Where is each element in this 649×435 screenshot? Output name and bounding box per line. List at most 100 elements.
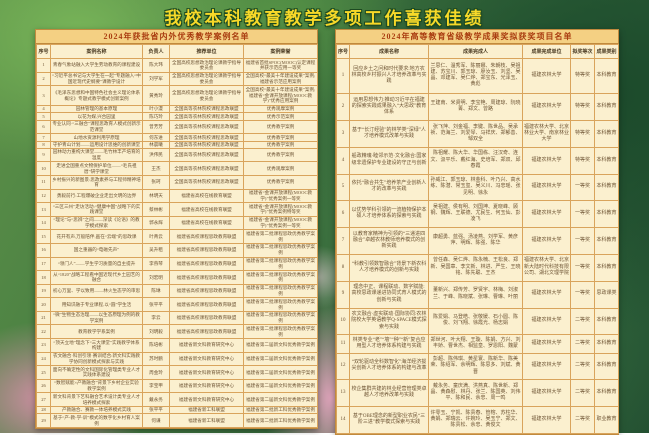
table-cell: 福建省第二批课程思政优秀教学案例 [243, 324, 318, 339]
table-cell: 5 [336, 173, 350, 202]
table-cell: 一等奖 [570, 227, 595, 255]
table-row: 9 理念中正、课程联动、数字赋能:高校思政课递进协同式育人模式的创新与实践 董新兴、… [336, 280, 619, 309]
table-cell: 5 [36, 112, 51, 121]
table-cell: 基于OBE理念的新型职业农民“三阶三进”教学模式探索与实践 [349, 406, 429, 434]
table-cell: 福建农林大学 [522, 334, 571, 354]
table-cell: 兰思仁、温秀军、陈丽娜、朱朝枝、吴祖建、苏宝川、郭玉琼、廖汝玉、刘坚、吴晶、邓建… [428, 57, 523, 95]
table-cell: 福建农林大学 [522, 200, 571, 229]
left-table: 序号 案例名称 负责人 推荐单位 案例荣誉 1 青春气象站融入大学生劳动教育的课程建设 陈大… [36, 44, 318, 428]
table-cell: 张平平 [142, 297, 170, 312]
column-header: 案例荣誉 [243, 44, 318, 59]
table-cell: 福建省新工科联盟 [169, 413, 244, 428]
table-cell: 优秀教学案例 [243, 147, 318, 163]
table-cell: 福建省“金课开放课程(MOOC教学)”优秀案例一等奖 [243, 188, 318, 204]
table-cell: 福建省第二届新文科优秀教学案例 [243, 378, 318, 394]
table-row: 17 “领门人”——学生学习质量的自主提升 李燕琴 福建省高校课程思政教育联盟 福建省第… [36, 256, 318, 272]
table-cell: 福建省第二批新工科优秀教学案例 [243, 413, 318, 428]
table-cell: 优秀观摩案例 [243, 104, 318, 114]
table-cell: 20 [36, 297, 51, 312]
table-cell: 蔡林彬 [142, 202, 170, 217]
table-row: 10 走进全国重点文物保护单位——“毛氏祖厝”研学课堂 王杰 全国高等农林院校课程思政… [36, 161, 318, 177]
table-cell: 优秀观摩案例 [243, 161, 318, 177]
table-cell: 福建农林大学 [522, 146, 571, 175]
table-cell: 郭永辉 [142, 215, 170, 231]
table-cell: 全国高等农林院校课程思政联盟 [169, 119, 244, 135]
table-cell: 叶小漫 [142, 104, 170, 114]
table-row: 6 专业认同·“三融合”课程思政育人模式创新示范课堂 曾芳芳 全国高等农林院校课程思政… [36, 119, 318, 135]
table-cell: 以优势学科引领的一流植物保护本硕人才培养体系的探索与实践 [349, 200, 429, 229]
table-cell: 农文融合·虚实联动·国际协同:农林院校大学英语教学Q-SPACE模式探索与实践 [349, 307, 429, 336]
table-cell: “领门人”——学生学习质量的自主提升 [50, 256, 143, 272]
table-cell: 福建省高校课程思政教育联盟 [169, 256, 244, 272]
table-cell: 本科教育 [594, 334, 619, 354]
table-cell: 康超勇、蓝强、汤凌燕、刘学军、黄彦萍、明辉、陈强、陈华 [428, 227, 523, 255]
table-cell: 戴永务、童庆满、洪燕真、陈世新、郑晶、黄森慰、林丹、张兰、陈国英、刘伟平、陈和民… [428, 379, 523, 408]
column-header: 拟奖等次 [570, 44, 595, 59]
column-header: 序号 [36, 44, 51, 59]
table-row: 1 回应乡土之问和时代要求:地方农林高校乡村振兴人才培养改革与实践 兰思仁、温秀军、… [336, 57, 619, 95]
table-cell: 16 [36, 242, 51, 258]
table-cell: 校企集群共建的林业经营管理类卓越人才培养改革与实践 [349, 379, 429, 408]
table-cell: 7 [36, 133, 51, 142]
table-cell: 陈大玮 [142, 58, 170, 73]
table-cell: 福建省第二届新文科优秀教学案例 [243, 337, 318, 353]
table-cell: 乡村振兴的新图景:思政素养与工程师精神培育 [50, 175, 143, 190]
column-header: 成果完成单位 [522, 44, 571, 59]
table-cell: “三区三州”走访活动:“健康中国”战略下的实践课堂 [50, 202, 143, 217]
column-header: 案例名称 [50, 44, 143, 59]
table-row: 4 园林管理的基本原理 叶小漫 全国高等农林院校课程思政联盟 优秀观摩案例 [36, 104, 318, 114]
column-header: 负责人 [142, 44, 170, 59]
table-cell: 专业认同·“三融合”课程思政育人模式创新示范课堂 [50, 119, 143, 135]
table-cell: 17 [36, 256, 51, 272]
table-cell: “微”生物生态治理——以生态原理为例的教学案例 [50, 310, 143, 326]
table-cell: 28 [36, 405, 51, 415]
table-cell: 福建省高校在线教育联盟 [169, 215, 244, 231]
table-cell: 11 [36, 175, 51, 190]
table-cell: 董新兴、郑传芳、罗贤宇、林梅、刘淑兰、于峰、陈晓斌、张琳、曹琳、叶丽 [428, 280, 523, 309]
table-row: 5 以花为媒,兴合园里 陈巧玲 全国高等农林院校课程思政联盟 优秀示范案例 [36, 112, 318, 121]
table-cell: 福建省高校课程思政教育联盟 [169, 310, 244, 326]
table-row: 13 校企集群共建的林业经营管理类卓越人才培养改革与实践 戴永务、童庆满、洪燕真、陈… [336, 379, 619, 408]
table-cell: 曾任森、吴仁烨、陈永楠、王松良、郑新、吴国章、李文新、林进、严生、王晓铭、陈先聪… [428, 253, 523, 282]
table-cell: 11 [336, 334, 350, 354]
table-cell: 林明天 [142, 188, 170, 204]
table-cell: 张飞萍、刘金福、李键、陈世品、吴承祯、范海兰、刘爱琴、马祥庆、郑郁善、邹双全 [428, 120, 523, 148]
table-cell: 本科教育 [594, 352, 619, 381]
table-cell: 陈琳 [142, 283, 170, 299]
table-cell: 3 [336, 120, 350, 148]
table-cell: 林类专业“老”“墙”“种”“新”复合应用型人才培养体系构建与实践 [349, 334, 429, 354]
table-cell: 福建省第二批新工科优秀教学案例 [243, 405, 318, 415]
table-cell: 新文科背景下艺科融合艺术设计类专业人才培养模式探索 [50, 392, 143, 407]
table-cell: 船政精魂·睦邻示范·文化融合:国家级非遗保护专业建设的守正与创新 [349, 146, 429, 175]
table-row: 24 农文融合·科创引领·赛训结合:新文科实践教学协同创新模式探索与实践 苏时鹏 福建… [36, 351, 318, 367]
table-row: 27 新文科背景下艺科融合艺术设计类专业人才培养模式探索 戴永务 福建省新文科教育研究… [36, 392, 318, 407]
table-cell: 27 [36, 392, 51, 407]
table-cell: 农文融合·科创引领·赛训结合:新文科实践教学协同创新模式探索与实践 [50, 351, 143, 367]
table-row: 14 “理论”与“思辨”之间——深读《论语》的教学模式探索 郭永辉 福建省高校在线教育… [36, 215, 318, 231]
table-cell: 1 [36, 58, 51, 73]
left-table-panel: 2024年获批省内外优秀教学案例名单 序号 案例名称 负责人 推荐单位 案例荣誉 1 青春… [35, 29, 318, 429]
left-table-header-row: 序号 案例名称 负责人 推荐单位 案例荣誉 [36, 44, 318, 59]
column-header: 推荐单位 [169, 44, 244, 59]
table-cell: 苏时鹏 [142, 351, 170, 367]
table-cell: 吴升租 [142, 242, 170, 258]
table-cell: 全国高等农林院校课程思政联盟 [169, 104, 244, 114]
table-cell: 曾芳芳 [142, 119, 170, 135]
table-cell: 全国高等农林院校课程思政联盟 [169, 147, 244, 163]
table-cell: 福建农林大学 [522, 379, 571, 408]
table-cell: 福建省高校在线教育联盟 [169, 202, 244, 217]
table-cell: 福建省高校课程思政教育联盟 [169, 297, 244, 312]
table-cell: 面向不确定性的文科国际化管理类专业人才实践体系建设 [50, 365, 143, 380]
column-header: 成果类别 [594, 44, 619, 59]
table-cell: 福建省新文科教育研究中心 [169, 337, 244, 353]
table-cell: 李云 [142, 310, 170, 326]
table-row: 12 勇毅前行:工程爆破企业走出文明的边界 林明天 福建省高校在线教育联盟 福建省“金课… [36, 188, 318, 204]
table-cell: 10 [336, 307, 350, 336]
table-cell: 二等奖 [570, 334, 595, 354]
table-cell: 刘宏明 [142, 270, 170, 285]
table-cell: 4 [36, 104, 51, 114]
table-cell: 陈培彬 [142, 337, 170, 353]
table-cell: “理论”与“思辨”之间——深读《论语》的教学模式探索 [50, 215, 143, 231]
column-header: 序号 [336, 44, 350, 59]
table-cell: 张珂 [142, 175, 170, 190]
